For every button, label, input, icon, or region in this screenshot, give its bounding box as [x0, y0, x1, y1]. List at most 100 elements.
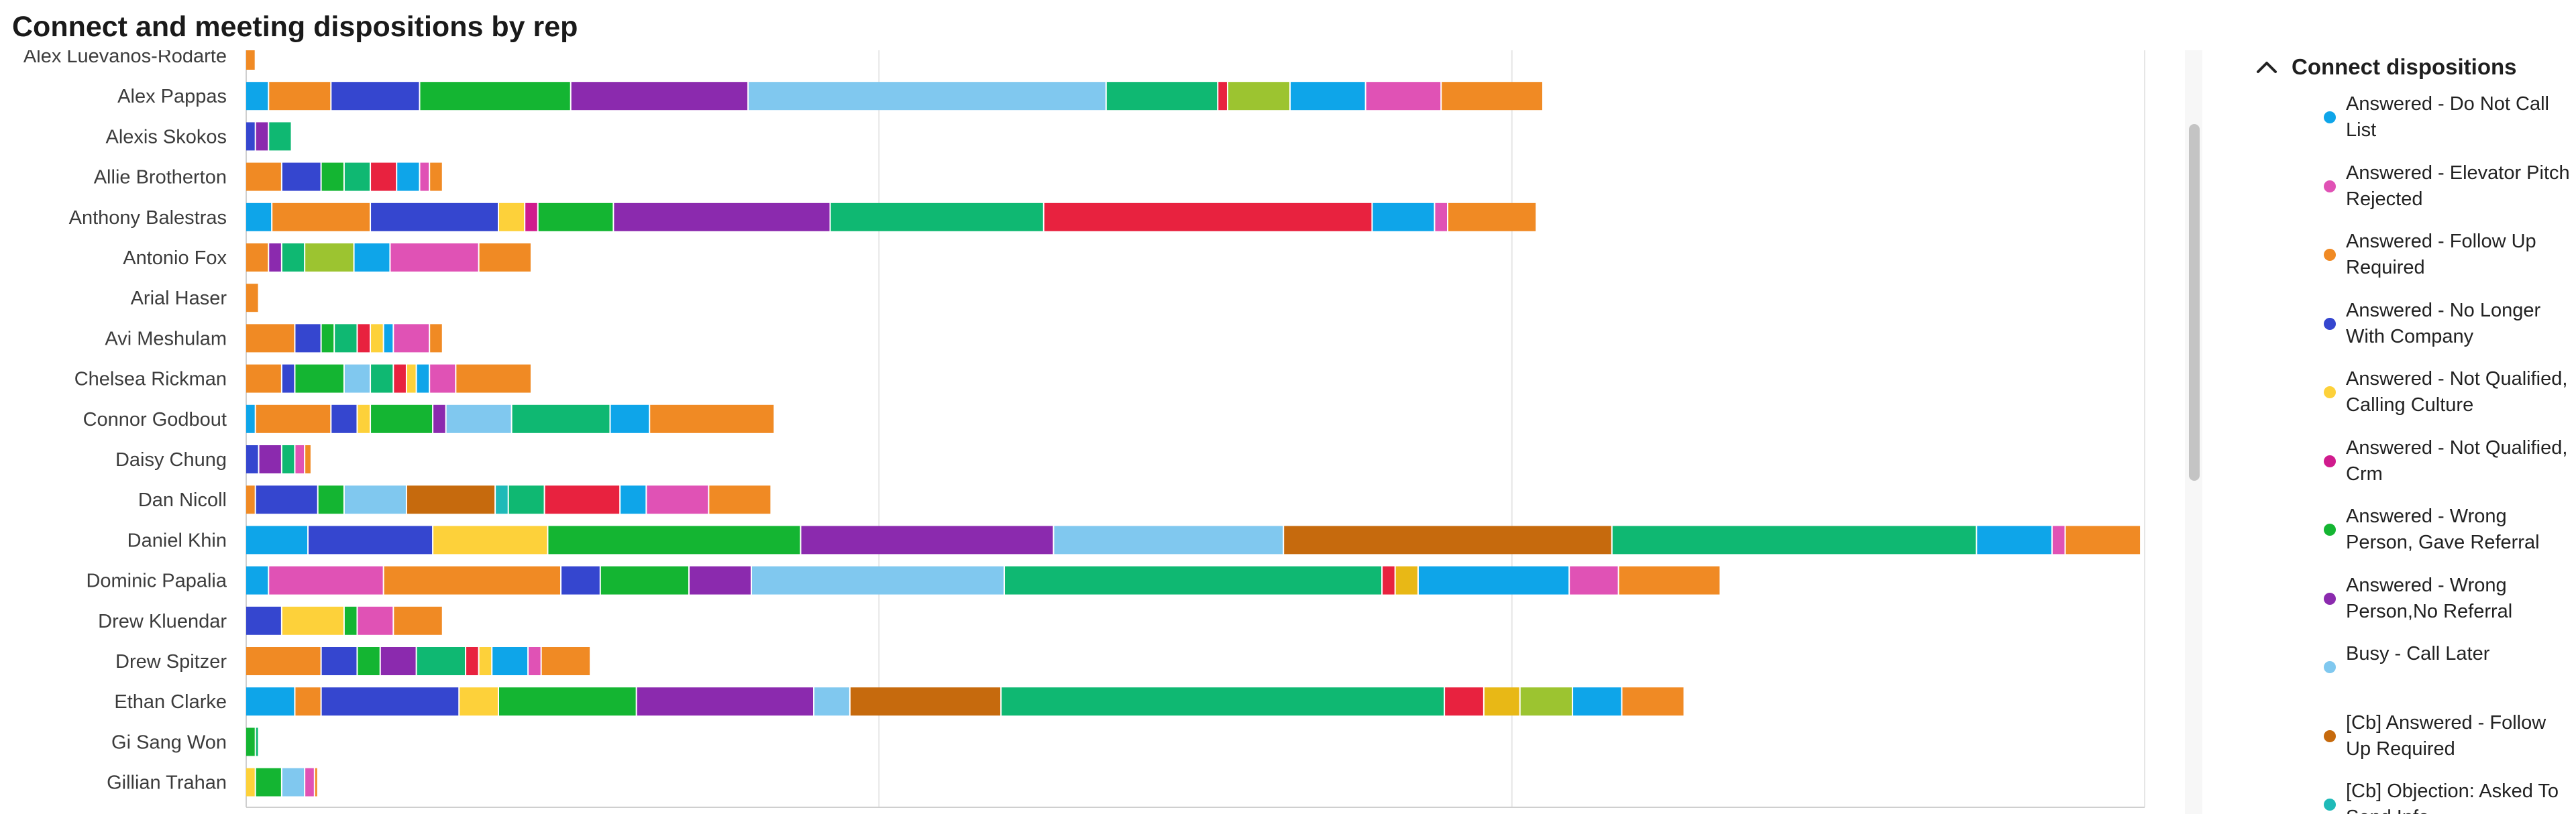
- bar-segment[interactable]: [1442, 82, 1542, 111]
- bar-segment[interactable]: [407, 364, 416, 393]
- bar-segment[interactable]: [1622, 687, 1684, 716]
- bar-segment[interactable]: [331, 404, 357, 433]
- legend-header[interactable]: Connect dispositions: [2254, 52, 2517, 82]
- bar-segment[interactable]: [496, 485, 508, 514]
- bar-segment[interactable]: [1054, 526, 1283, 555]
- legend-item[interactable]: Answered - Not Qualified, Crm: [2254, 435, 2576, 489]
- bar-segment[interactable]: [1228, 82, 1289, 111]
- bar-segment[interactable]: [1484, 687, 1519, 716]
- bar-segment[interactable]: [561, 566, 600, 595]
- bar-segment[interactable]: [282, 768, 305, 797]
- bar-segment[interactable]: [650, 404, 774, 433]
- bar-segment[interactable]: [344, 485, 406, 514]
- bar-segment[interactable]: [256, 728, 258, 756]
- bar-segment[interactable]: [614, 202, 830, 231]
- chevron-up-icon[interactable]: [2254, 57, 2279, 77]
- bar-segment[interactable]: [246, 122, 255, 151]
- bar-segment[interactable]: [246, 485, 255, 514]
- bar-segment[interactable]: [420, 82, 570, 111]
- bar-segment[interactable]: [499, 687, 636, 716]
- bar-segment[interactable]: [1284, 526, 1611, 555]
- bar-segment[interactable]: [246, 606, 281, 635]
- bar-segment[interactable]: [433, 526, 547, 555]
- bar-segment[interactable]: [621, 485, 646, 514]
- bar-segment[interactable]: [512, 404, 610, 433]
- bar-segment[interactable]: [749, 82, 1106, 111]
- bar-segment[interactable]: [256, 768, 281, 797]
- bar-segment[interactable]: [1005, 566, 1382, 595]
- bar-segment[interactable]: [246, 82, 268, 111]
- bar-segment[interactable]: [417, 364, 429, 393]
- legend-item[interactable]: Busy - Call Later: [2254, 641, 2576, 695]
- bar-segment[interactable]: [371, 364, 393, 393]
- bar-segment[interactable]: [272, 202, 370, 231]
- bar-segment[interactable]: [305, 445, 311, 473]
- bar-segment[interactable]: [1218, 82, 1227, 111]
- bar-segment[interactable]: [318, 485, 343, 514]
- bar-segment[interactable]: [246, 243, 268, 272]
- bar-segment[interactable]: [246, 566, 268, 595]
- bar-segment[interactable]: [354, 243, 390, 272]
- bar-segment[interactable]: [1044, 202, 1372, 231]
- bar-segment[interactable]: [282, 364, 294, 393]
- bar-segment[interactable]: [246, 526, 308, 555]
- bar-segment[interactable]: [850, 687, 1001, 716]
- bar-segment[interactable]: [709, 485, 771, 514]
- bar-segment[interactable]: [1290, 82, 1365, 111]
- bar-segment[interactable]: [2052, 526, 2065, 555]
- bar-segment[interactable]: [1395, 566, 1417, 595]
- bar-segment[interactable]: [269, 82, 331, 111]
- bar-segment[interactable]: [752, 566, 1004, 595]
- bar-segment[interactable]: [282, 243, 305, 272]
- bar-segment[interactable]: [479, 243, 531, 272]
- bar-segment[interactable]: [407, 485, 495, 514]
- chart-scrollbar-thumb[interactable]: [2189, 124, 2200, 481]
- bar-segment[interactable]: [1002, 687, 1444, 716]
- bar-segment[interactable]: [1366, 82, 1441, 111]
- bar-segment[interactable]: [548, 526, 800, 555]
- bar-segment[interactable]: [637, 687, 814, 716]
- bar-segment[interactable]: [246, 284, 258, 312]
- bar-segment[interactable]: [689, 566, 751, 595]
- bar-segment[interactable]: [571, 82, 748, 111]
- bar-segment[interactable]: [1445, 687, 1483, 716]
- bar-segment[interactable]: [259, 445, 281, 473]
- bar-segment[interactable]: [430, 364, 455, 393]
- bar-segment[interactable]: [344, 364, 370, 393]
- legend-item[interactable]: Answered - Wrong Person,No Referral: [2254, 573, 2576, 626]
- bar-segment[interactable]: [446, 404, 511, 433]
- bar-segment[interactable]: [295, 445, 305, 473]
- bar-segment[interactable]: [246, 445, 258, 473]
- bar-segment[interactable]: [600, 566, 688, 595]
- bar-segment[interactable]: [246, 404, 255, 433]
- legend-item[interactable]: Answered - Do Not Call List: [2254, 91, 2576, 145]
- bar-segment[interactable]: [358, 647, 380, 675]
- bar-segment[interactable]: [1373, 202, 1434, 231]
- bar-segment[interactable]: [541, 647, 590, 675]
- bar-segment[interactable]: [256, 404, 331, 433]
- bar-segment[interactable]: [525, 202, 537, 231]
- bar-segment[interactable]: [1520, 687, 1572, 716]
- bar-segment[interactable]: [610, 404, 649, 433]
- bar-segment[interactable]: [529, 647, 541, 675]
- bar-segment[interactable]: [397, 162, 419, 191]
- bar-segment[interactable]: [545, 485, 620, 514]
- bar-segment[interactable]: [479, 647, 492, 675]
- bar-segment[interactable]: [295, 324, 321, 353]
- bar-segment[interactable]: [466, 647, 478, 675]
- bar-segment[interactable]: [246, 42, 255, 70]
- legend-item[interactable]: Answered - Not Qualified, Calling Cultur…: [2254, 366, 2576, 420]
- bar-segment[interactable]: [492, 647, 528, 675]
- bar-segment[interactable]: [384, 324, 393, 353]
- bar-segment[interactable]: [647, 485, 708, 514]
- legend-item[interactable]: Answered - Wrong Person, Gave Referral: [2254, 504, 2576, 557]
- bar-segment[interactable]: [358, 606, 393, 635]
- bar-segment[interactable]: [1570, 566, 1618, 595]
- bar-segment[interactable]: [394, 606, 442, 635]
- bar-segment[interactable]: [246, 324, 294, 353]
- bar-segment[interactable]: [256, 485, 317, 514]
- bar-segment[interactable]: [344, 162, 370, 191]
- bar-segment[interactable]: [538, 202, 613, 231]
- bar-segment[interactable]: [246, 364, 281, 393]
- bar-segment[interactable]: [321, 647, 357, 675]
